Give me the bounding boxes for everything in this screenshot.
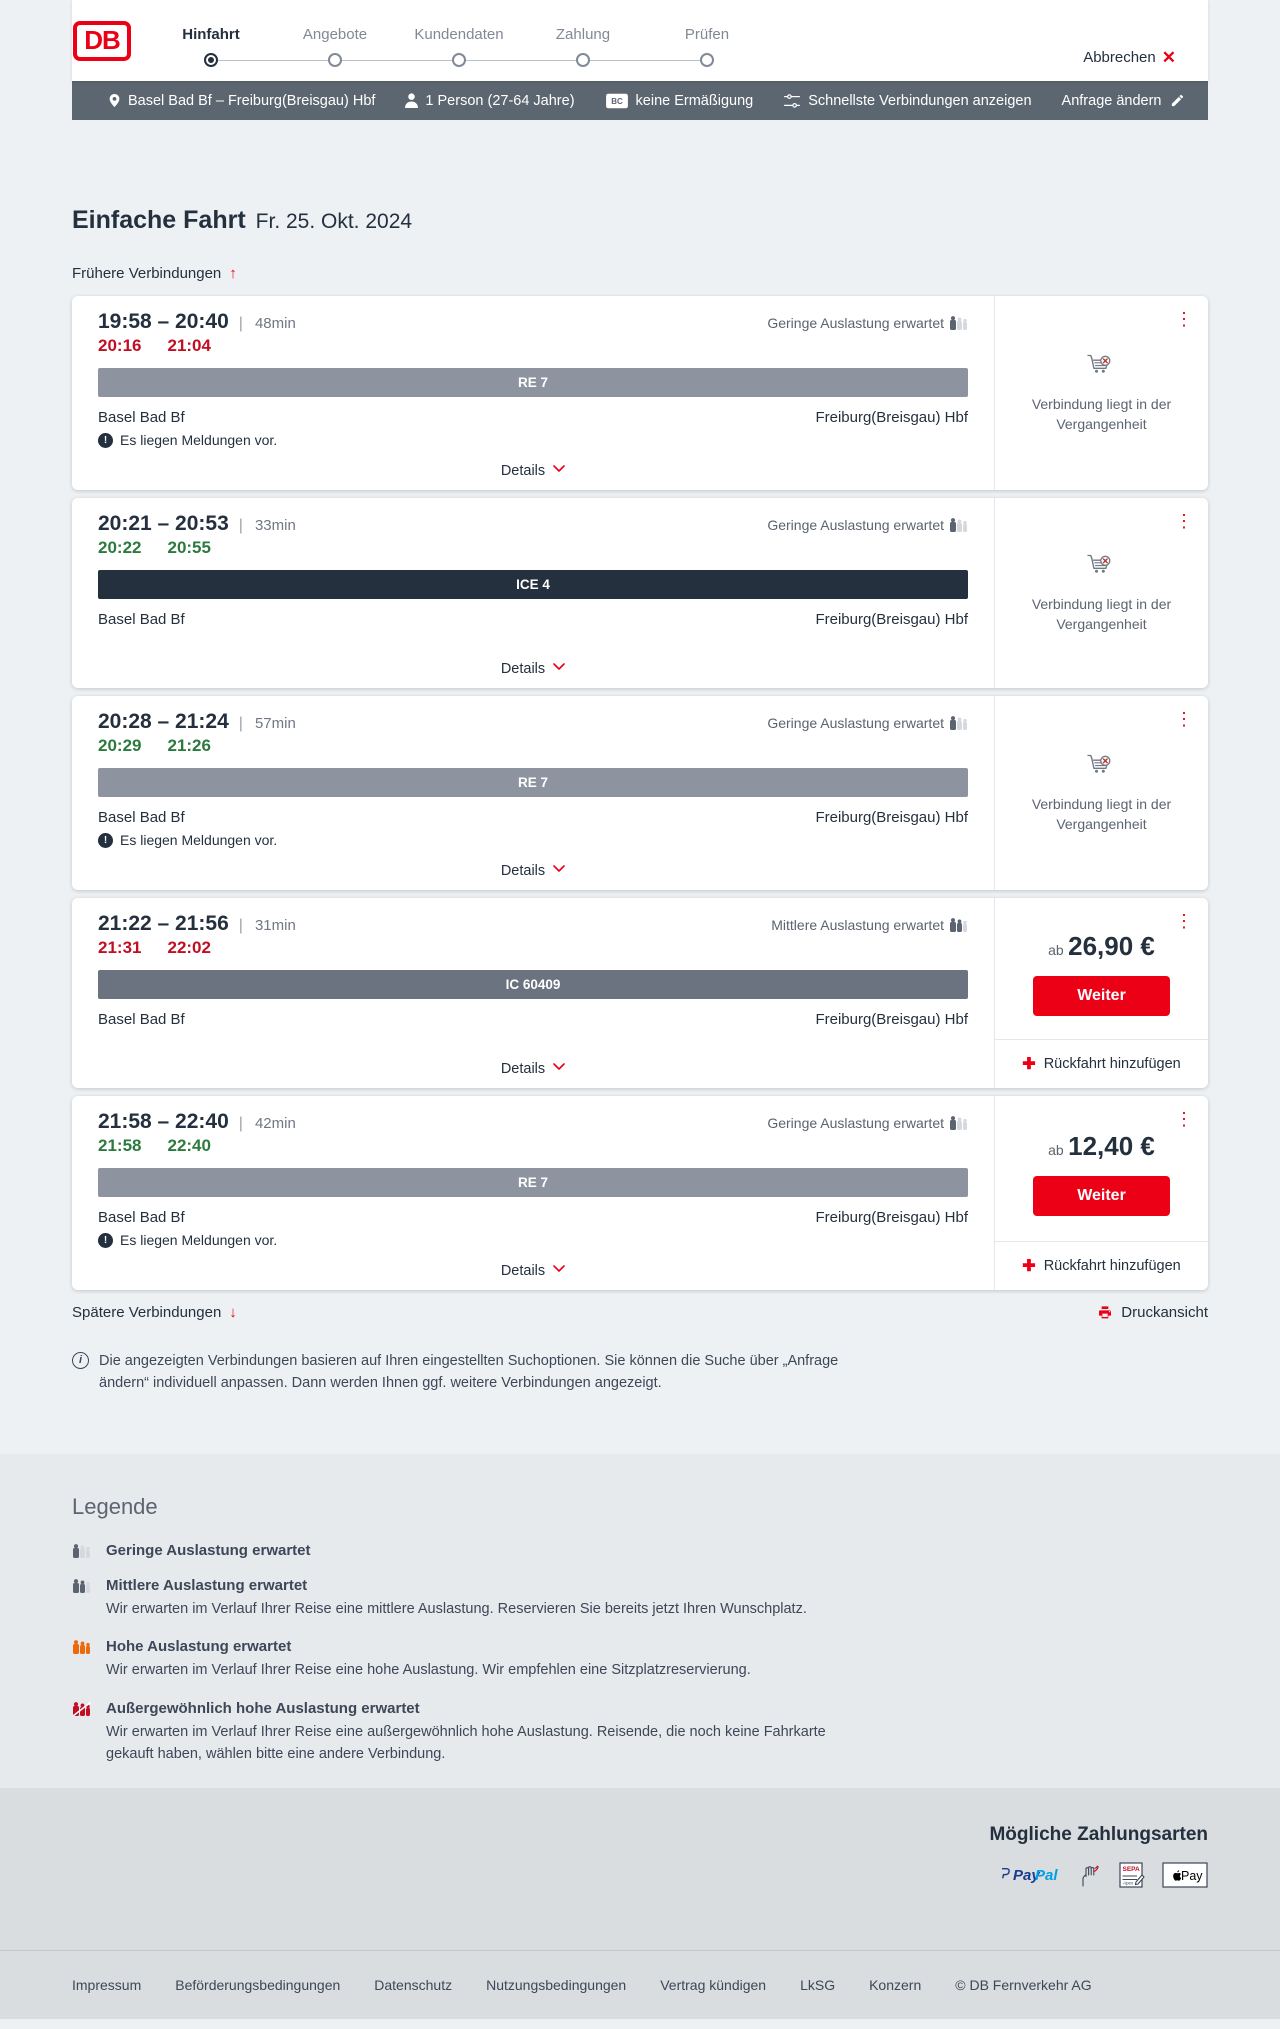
svg-text:Pal: Pal [1035, 1867, 1058, 1884]
svg-text:BC: BC [611, 96, 623, 105]
svg-text:SEPA: SEPA [1123, 1866, 1141, 1873]
svg-text:Apex: Apex [1122, 1880, 1134, 1885]
svg-text:Pay: Pay [1181, 1869, 1203, 1883]
